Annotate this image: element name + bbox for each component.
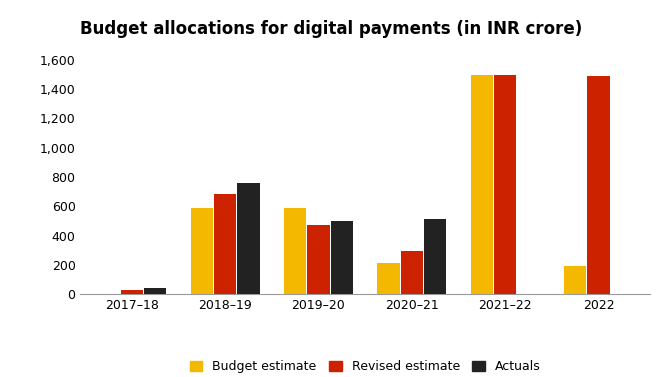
- Legend: Budget estimate, Revised estimate, Actuals: Budget estimate, Revised estimate, Actua…: [185, 355, 545, 377]
- Bar: [308, 225, 330, 294]
- Bar: [144, 288, 166, 294]
- Bar: [377, 263, 400, 294]
- Bar: [237, 183, 260, 294]
- Bar: [214, 194, 237, 294]
- Bar: [588, 76, 610, 294]
- Bar: [121, 290, 143, 294]
- Bar: [424, 219, 446, 294]
- Bar: [401, 251, 423, 294]
- Bar: [494, 75, 517, 294]
- Bar: [564, 266, 586, 294]
- Bar: [470, 75, 493, 294]
- Bar: [330, 221, 353, 294]
- Text: Budget allocations for digital payments (in INR crore): Budget allocations for digital payments …: [80, 20, 583, 38]
- Bar: [190, 208, 213, 294]
- Bar: [284, 208, 306, 294]
